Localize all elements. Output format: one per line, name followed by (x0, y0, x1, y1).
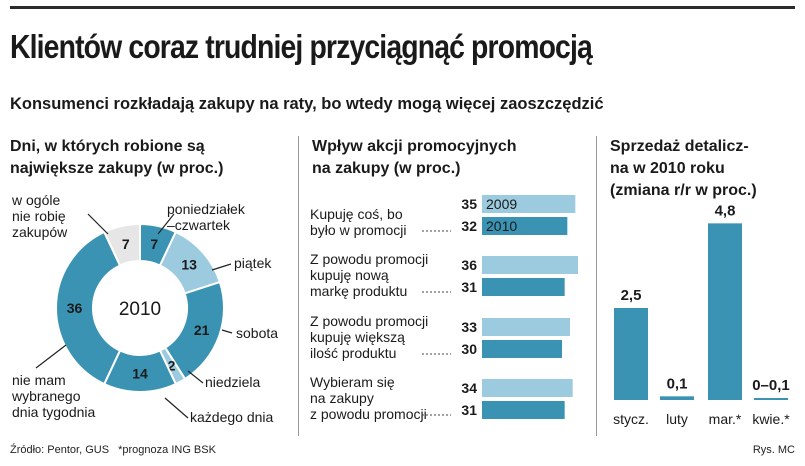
sales-bar-chart: 2,5 stycz. 0,1 luty 4,8 mar.* 0–0,1 kwie.* (613, 202, 790, 427)
donut-leader-line (35, 344, 67, 369)
promo-category-label: markę produktu (310, 283, 407, 299)
promo-value-label: 30 (461, 341, 477, 357)
sales-title-line: Sprzedaż detalicz- (610, 138, 749, 155)
donut-center-label: 2010 (119, 299, 161, 320)
page-title: Klientów coraz trudniej przyciągnąć prom… (10, 28, 593, 65)
forecast-note: *prognoza ING BSK (118, 444, 216, 456)
sales-value-label: 0,1 (667, 375, 688, 392)
donut-leader-line (164, 397, 189, 419)
promo-value-label: 32 (461, 218, 477, 234)
donut-value-label: 7 (150, 236, 158, 252)
sales-category-label: stycz. (613, 411, 649, 427)
promo-title-line: na zakupy (w proc.) (312, 160, 461, 177)
credit-note: Rys. MC (752, 444, 795, 456)
promo-value-label: 31 (461, 279, 477, 295)
donut-value-label: 7 (122, 236, 130, 252)
promo-value-label: 36 (461, 257, 477, 273)
donut-value-label: 36 (67, 300, 83, 316)
donut-leader-line (187, 370, 204, 384)
promo-bar (482, 401, 565, 419)
promo-legend-label: 2009 (486, 196, 517, 212)
promo-category-label: Kupuję coś, bo (310, 206, 403, 222)
donut-category-label: nie robię (12, 208, 66, 224)
donut-title-line: największe zakupy (w proc.) (10, 160, 224, 177)
sales-value-label: 0–0,1 (752, 377, 790, 394)
promo-value-label: 33 (461, 319, 477, 335)
donut-category-label: sobota (236, 325, 278, 341)
donut-category-label: niedziela (205, 374, 260, 390)
source-note: Źródło: Pentor, GUS *prognoza ING BSK (10, 444, 216, 456)
donut-category-label: w ogóle (11, 192, 60, 208)
donut-chart: 7 poniedziałek–czwartek 13 piątek 21 sobota 2 n… (11, 192, 278, 425)
promo-category-label: było w promocji (310, 222, 406, 238)
promo-title: Wpływ akcji promocyjnych na zakupy (w pr… (312, 136, 517, 180)
sales-category-label: luty (666, 411, 688, 427)
sales-title: Sprzedaż detalicz- na w 2010 roku (zmian… (610, 136, 757, 202)
donut-leader-line (157, 213, 175, 235)
column-divider (596, 136, 597, 436)
donut-category-label: wybranego (11, 388, 81, 404)
promo-bar (482, 278, 565, 296)
column-divider (298, 136, 299, 436)
sales-title-line: na w 2010 roku (610, 160, 725, 177)
promo-category-label: ilość produktu (310, 345, 396, 361)
promo-bar (482, 195, 576, 213)
sales-bar (754, 398, 788, 400)
page-subtitle: Konsumenci rozkładają zakupy na raty, bo… (10, 94, 604, 113)
promo-category-label: kupuję nową (310, 267, 389, 283)
promo-bar (482, 340, 562, 358)
promo-category-label: Wybieram się (310, 374, 395, 390)
promo-bar (482, 379, 573, 397)
donut-category-label: piątek (234, 255, 272, 271)
donut-category-label: dnia tygodnia (12, 404, 96, 420)
promo-category-label: z powodu promocji (310, 406, 427, 422)
sales-title-line: (zmiana r/r w proc.) (610, 182, 757, 199)
promo-category-label: na zakupy (310, 390, 374, 406)
sales-category-label: mar.* (709, 411, 742, 427)
sales-value-label: 2,5 (621, 287, 642, 304)
donut-title: Dni, w których robione są największe zak… (10, 136, 223, 180)
promo-category-label: Z powodu promocji (310, 313, 428, 329)
top-rule (10, 6, 795, 9)
sales-bar (614, 308, 648, 400)
sales-bar (708, 223, 742, 400)
promo-bar (482, 217, 568, 235)
donut-category-label: nie mam (12, 372, 66, 388)
donut-category-label: zakupów (12, 224, 68, 240)
promo-bar (482, 256, 578, 274)
donut-leader-line (87, 213, 109, 235)
sales-category-label: kwie.* (752, 411, 790, 427)
sales-bar (660, 396, 694, 400)
promo-legend-label: 2010 (486, 218, 517, 234)
promo-category-label: Z powodu promocji (310, 251, 428, 267)
donut-leader-line (221, 329, 233, 334)
donut-leader-line (211, 263, 232, 271)
sales-value-label: 4,8 (715, 202, 736, 219)
donut-slice (102, 222, 141, 267)
donut-category-label: poniedziałek (167, 201, 246, 217)
promo-category-label: kupuję większą (310, 329, 405, 345)
promo-value-label: 35 (461, 196, 477, 212)
donut-category-label: –czwartek (167, 217, 231, 233)
donut-title-line: Dni, w których robione są (10, 138, 205, 155)
donut-value-label: 21 (194, 322, 210, 338)
promo-value-label: 31 (461, 402, 477, 418)
donut-slice (55, 230, 122, 386)
donut-value-label: 13 (181, 257, 197, 273)
donut-category-label: każdego dnia (190, 409, 274, 425)
donut-value-label: 2 (168, 357, 176, 373)
promo-value-label: 34 (461, 380, 477, 396)
promo-bar (482, 318, 570, 336)
promo-title-line: Wpływ akcji promocyjnych (312, 138, 517, 155)
donut-value-label: 14 (132, 366, 148, 382)
source-text: Źródło: Pentor, GUS (10, 444, 110, 456)
